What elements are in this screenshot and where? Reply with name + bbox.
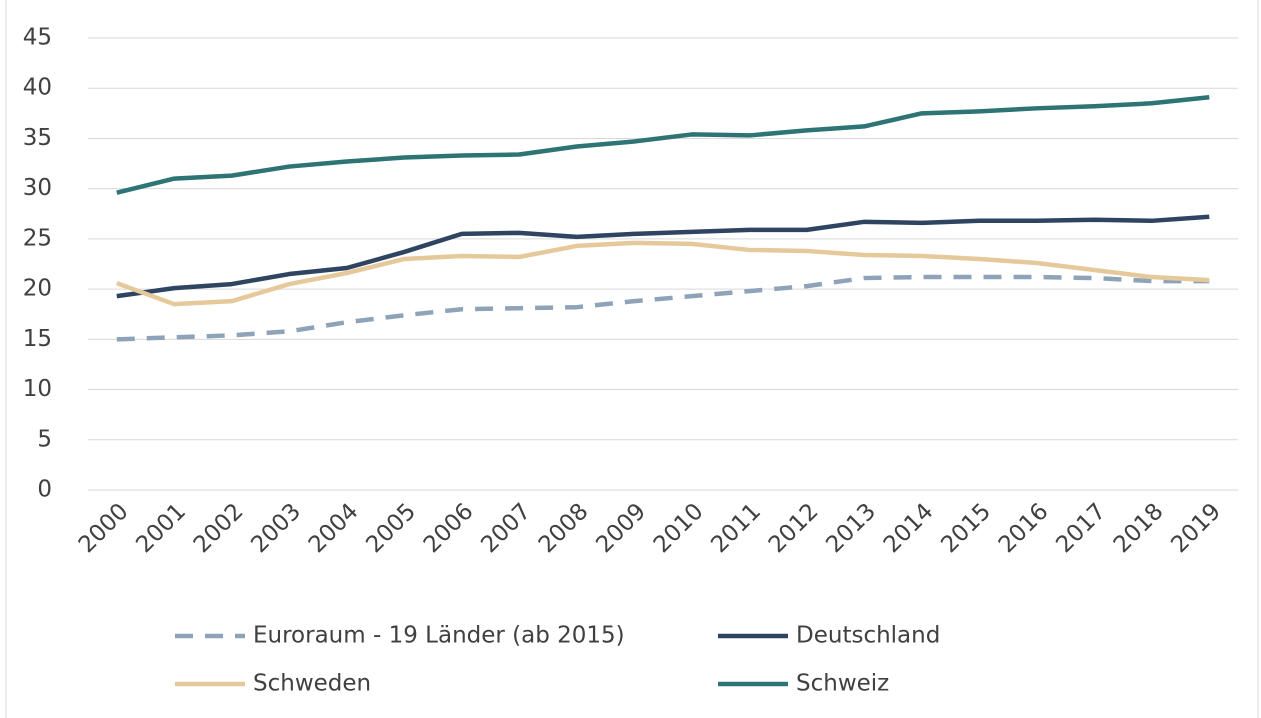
x-tick-label: 2016 xyxy=(994,498,1054,558)
x-tick-label: 2003 xyxy=(246,498,306,558)
legend-label: Schweiz xyxy=(796,671,889,697)
y-tick-label: 20 xyxy=(23,276,52,302)
x-tick-label: 2007 xyxy=(476,498,536,558)
x-tick-label: 2001 xyxy=(131,498,191,558)
series-line xyxy=(116,95,1210,195)
chart-border xyxy=(5,0,1259,718)
legend-label: Schweden xyxy=(253,671,371,697)
y-tick-label: 30 xyxy=(23,175,52,201)
y-tick-label: 10 xyxy=(23,376,52,402)
series-line xyxy=(115,240,1210,307)
x-tick-label: 2004 xyxy=(304,498,364,558)
y-tick-label: 0 xyxy=(37,477,52,503)
x-tick-label: 2008 xyxy=(534,498,594,558)
x-tick-label: 2019 xyxy=(1166,498,1226,558)
y-tick-label: 35 xyxy=(23,125,52,151)
x-tick-label: 2014 xyxy=(879,498,939,558)
y-tick-label: 25 xyxy=(23,225,52,251)
y-tick-label: 5 xyxy=(37,426,52,452)
legend-label: Deutschland xyxy=(796,623,940,649)
x-tick-label: 2017 xyxy=(1051,498,1111,558)
x-tick-label: 2013 xyxy=(821,498,881,558)
y-tick-label: 45 xyxy=(23,25,52,51)
x-tick-label: 2002 xyxy=(189,498,249,558)
x-tick-label: 2000 xyxy=(74,498,134,558)
legend-label: Euroraum - 19 Länder (ab 2015) xyxy=(253,623,625,649)
x-tick-label: 2006 xyxy=(419,498,479,558)
x-tick-label: 2015 xyxy=(936,498,996,558)
y-tick-label: 40 xyxy=(23,75,52,101)
x-tick-label: 2011 xyxy=(706,498,766,558)
x-tick-label: 2012 xyxy=(764,498,824,558)
x-tick-label: 2005 xyxy=(361,498,421,558)
series-line xyxy=(116,274,1210,342)
x-tick-label: 2009 xyxy=(591,498,651,558)
x-tick-label: 2010 xyxy=(649,498,709,558)
x-tick-label: 2018 xyxy=(1109,498,1169,558)
y-tick-label: 15 xyxy=(23,326,52,352)
series-line xyxy=(116,214,1210,299)
